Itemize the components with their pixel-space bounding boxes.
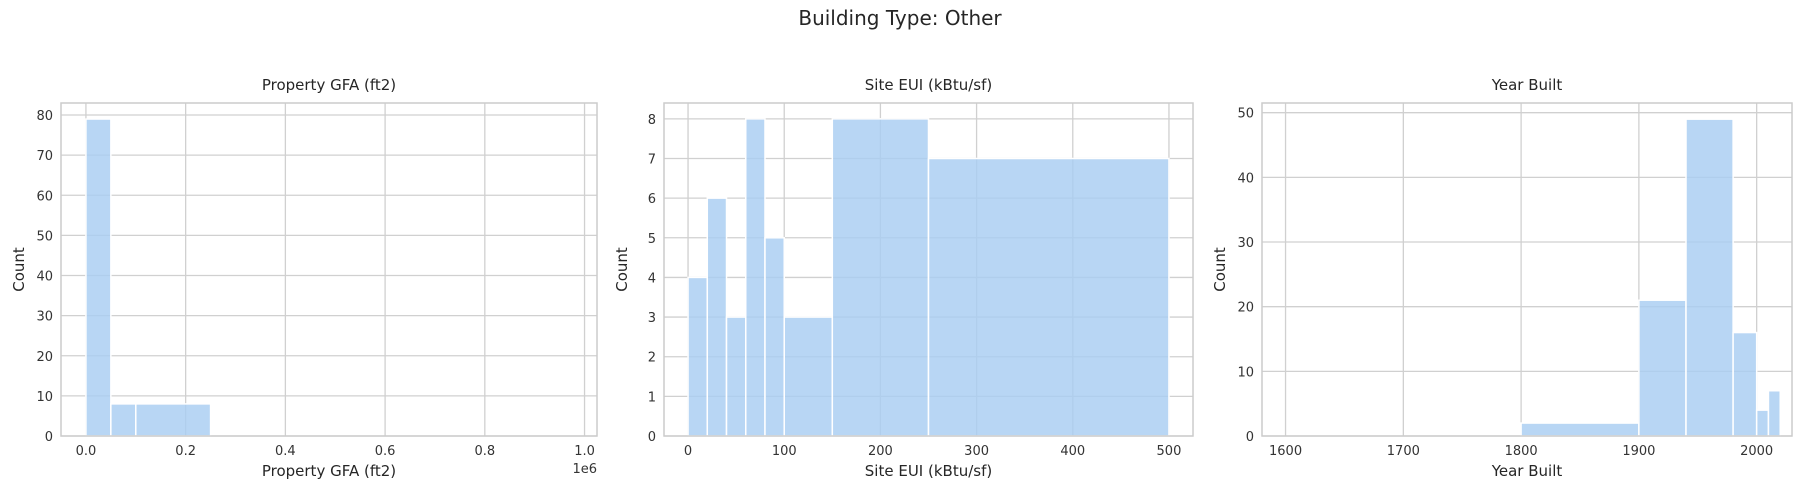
y-tick-label: 20 bbox=[36, 350, 53, 365]
x-tick-label: 100 bbox=[772, 444, 797, 459]
x-tick-label: 0.0 bbox=[76, 444, 97, 459]
x-axis-label: Property GFA (ft2) bbox=[262, 462, 396, 480]
x-tick-label: 1.0 bbox=[574, 444, 595, 459]
histogram-bar bbox=[135, 403, 212, 437]
y-tick-label: 0 bbox=[1246, 430, 1254, 445]
subplot-title: Property GFA (ft2) bbox=[262, 76, 396, 94]
histogram-bar bbox=[831, 118, 930, 437]
histogram-bar bbox=[85, 118, 112, 437]
y-tick-label: 3 bbox=[648, 311, 656, 326]
x-tick-label: 300 bbox=[964, 444, 989, 459]
y-tick-label: 10 bbox=[1237, 365, 1254, 380]
x-tick-label: 200 bbox=[868, 444, 893, 459]
figure-title: Building Type: Other bbox=[798, 6, 1002, 30]
subplot-title: Site EUI (kBtu/sf) bbox=[865, 76, 992, 94]
x-tick-label: 0.6 bbox=[375, 444, 396, 459]
x-tick-label: 0.2 bbox=[175, 444, 196, 459]
y-tick-label: 70 bbox=[36, 149, 53, 164]
histogram-bar bbox=[927, 157, 1170, 437]
y-tick-label: 80 bbox=[36, 109, 53, 124]
x-tick-label: 500 bbox=[1157, 444, 1182, 459]
y-tick-label: 7 bbox=[648, 153, 656, 168]
y-tick-label: 8 bbox=[648, 113, 656, 128]
histogram-bar bbox=[1767, 389, 1781, 437]
axes-frame bbox=[1261, 102, 1793, 437]
x-tick-label: 0.4 bbox=[275, 444, 296, 459]
y-tick-label: 30 bbox=[36, 310, 53, 325]
y-tick-label: 20 bbox=[1237, 301, 1254, 316]
x-tick-label: 0.8 bbox=[474, 444, 495, 459]
histogram-bar bbox=[1755, 409, 1770, 437]
y-tick-label: 0 bbox=[45, 430, 53, 445]
histogram-bar bbox=[725, 316, 747, 437]
histogram-bar bbox=[783, 316, 834, 437]
x-axis-label: Year Built bbox=[1491, 462, 1563, 480]
x-tick-label: 1600 bbox=[1269, 444, 1302, 459]
histogram-panel-1: 0.0 0.2 0.4 0.6 0.8 1.0 0 10 20 30 40 50 60 70 80 Prope… bbox=[10, 76, 598, 480]
y-tick-label: 50 bbox=[1237, 107, 1254, 122]
y-tick-label: 5 bbox=[648, 232, 656, 247]
histogram-bar bbox=[745, 118, 766, 437]
histogram-bar bbox=[764, 237, 785, 437]
histogram-bar bbox=[1732, 331, 1758, 437]
y-tick-label: 6 bbox=[648, 192, 656, 207]
x-tick-label: 1700 bbox=[1387, 444, 1420, 459]
y-tick-label: 50 bbox=[36, 229, 53, 244]
axes-frame bbox=[663, 102, 1194, 437]
y-tick-label: 40 bbox=[36, 270, 53, 285]
y-tick-label: 2 bbox=[648, 351, 656, 366]
histogram-bar bbox=[1638, 299, 1687, 437]
y-tick-label: 1 bbox=[648, 390, 656, 405]
x-tick-label: 1900 bbox=[1622, 444, 1655, 459]
histogram-bar bbox=[1520, 422, 1640, 437]
x-tick-label: 400 bbox=[1060, 444, 1085, 459]
histogram-bar bbox=[706, 197, 728, 437]
y-tick-label: 30 bbox=[1237, 236, 1254, 251]
y-axis-label: Count bbox=[1211, 247, 1229, 292]
histogram-bar bbox=[687, 276, 709, 437]
y-tick-label: 60 bbox=[36, 189, 53, 204]
y-tick-label: 10 bbox=[36, 390, 53, 405]
x-tick-label: 2000 bbox=[1740, 444, 1773, 459]
y-axis-label: Count bbox=[10, 247, 28, 292]
subplot-title: Year Built bbox=[1491, 76, 1563, 94]
y-axis-label: Count bbox=[613, 247, 631, 292]
x-tick-label: 0 bbox=[684, 444, 692, 459]
histogram-panel-2: 0 100 200 300 400 500 0 1 2 3 4 5 6 7 8 Site EUI (kBtu/… bbox=[613, 76, 1194, 480]
y-tick-label: 4 bbox=[648, 271, 656, 286]
x-axis-label: Site EUI (kBtu/sf) bbox=[865, 462, 992, 480]
axes-frame bbox=[60, 102, 598, 437]
histogram-bar bbox=[1685, 118, 1734, 437]
y-tick-label: 40 bbox=[1237, 171, 1254, 186]
x-tick-label: 1800 bbox=[1505, 444, 1538, 459]
histogram-panel-3: 1600 1700 1800 1900 2000 0 10 20 30 40 50 Year Buil… bbox=[1211, 76, 1793, 480]
histogram-bar bbox=[110, 403, 137, 437]
x-offset-label: 1e6 bbox=[572, 462, 597, 477]
y-tick-label: 0 bbox=[648, 430, 656, 445]
